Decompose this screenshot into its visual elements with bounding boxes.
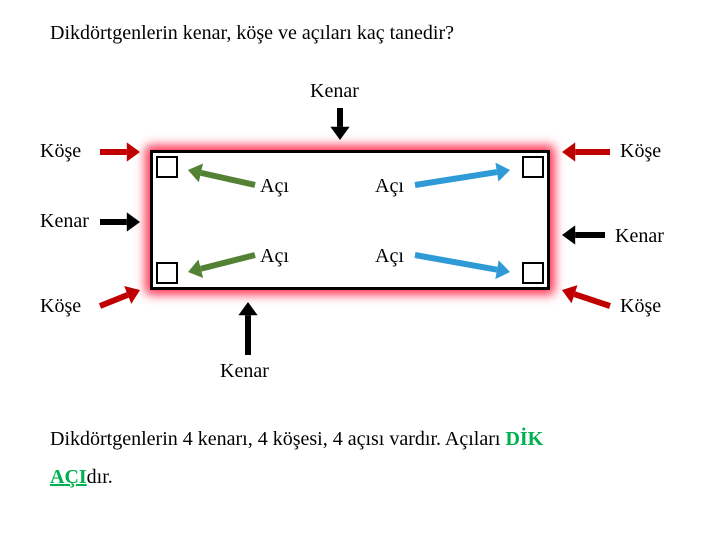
- conclusion-part3: dır.: [87, 466, 113, 488]
- conclusion-text: Dikdörtgenlerin 4 kenarı, 4 köşesi, 4 aç…: [50, 420, 543, 496]
- conclusion-dik: DİK: [505, 428, 543, 450]
- conclusion-part1: Dikdörtgenlerin 4 kenarı, 4 köşesi, 4 aç…: [50, 428, 505, 450]
- conclusion-aci: AÇI: [50, 466, 87, 488]
- slide: { "question": { "text": "Dikdörtgenlerin…: [0, 0, 720, 540]
